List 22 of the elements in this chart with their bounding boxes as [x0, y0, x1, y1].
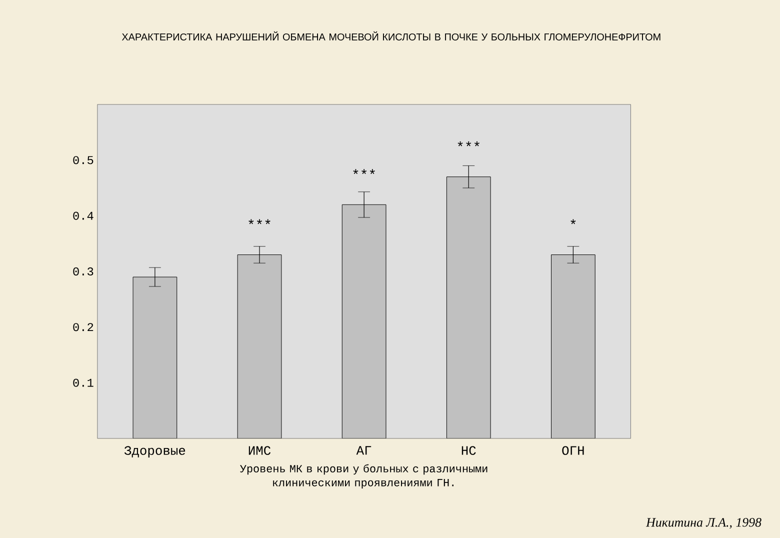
y-tick-label: 0.3	[73, 267, 94, 276]
x-axis-title: Уровень МК в крови у больных с различными клиническими проявлениями ГН.	[240, 464, 488, 488]
x-tick-label: АГ	[356, 446, 372, 455]
chart-title: ХАРАКТЕРИСТИКА НАРУШЕНИЙ ОБМЕНА МОЧЕВОЙ КИСЛОТЫ В ПОЧКЕ У БОЛЬНЫХ ГЛОМЕРУЛОНЕФРИТОМ	[122, 31, 660, 40]
annotation: ***	[248, 219, 270, 224]
text: Никитина Л.А., 1998	[646, 518, 762, 529]
y-tick-label: 0.4	[73, 212, 94, 220]
y-tick-label: 0.2	[73, 323, 94, 332]
x-tick-label: Здоровые	[124, 446, 186, 458]
bar	[342, 204, 386, 438]
bar	[551, 254, 596, 438]
x-tick-label: НС	[462, 446, 476, 455]
x-tick-label: ОГН	[562, 446, 584, 455]
y-tick-label: 0.1	[73, 378, 94, 387]
annotation: ***	[353, 169, 375, 174]
bar	[132, 276, 178, 438]
bar	[446, 176, 491, 438]
bar	[237, 254, 282, 438]
y-tick-label: 0.5	[73, 156, 94, 164]
annotation: ***	[458, 141, 480, 146]
x-tick-label: ИМС	[248, 446, 271, 455]
annotation: *	[570, 219, 576, 224]
